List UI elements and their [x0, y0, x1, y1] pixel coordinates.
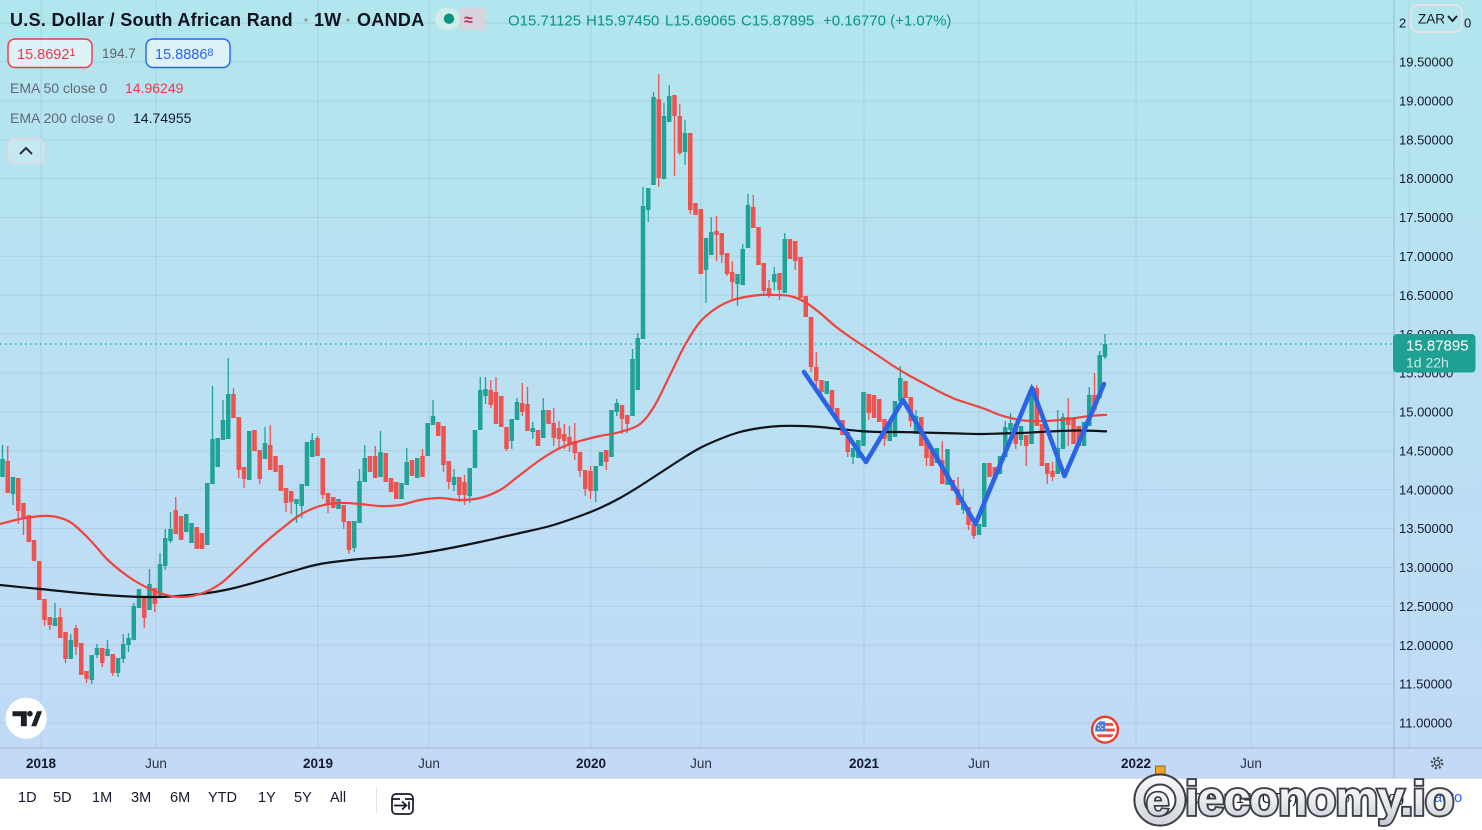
svg-text:EMA 200 close 0: EMA 200 close 0 — [10, 110, 115, 126]
svg-text:Jun: Jun — [145, 756, 167, 771]
svg-text:2018: 2018 — [26, 756, 57, 771]
svg-text:14.50000: 14.50000 — [1399, 443, 1453, 458]
svg-text:Jun: Jun — [1240, 756, 1262, 771]
svg-text:19.00000: 19.00000 — [1399, 94, 1453, 109]
svg-text:14.74955: 14.74955 — [133, 110, 192, 126]
svg-text:11.00000: 11.00000 — [1399, 716, 1452, 731]
svg-text:ZAR: ZAR — [1418, 12, 1445, 27]
svg-text:15.87895: 15.87895 — [1406, 338, 1469, 355]
svg-text:19.50000: 19.50000 — [1399, 55, 1453, 70]
svg-text:17.50000: 17.50000 — [1399, 210, 1453, 225]
svg-text:Jun: Jun — [968, 756, 990, 771]
svg-text:194.7: 194.7 — [102, 46, 136, 61]
svg-text:14.00000: 14.00000 — [1399, 482, 1453, 497]
svg-text:12.00000: 12.00000 — [1399, 638, 1453, 653]
svg-text:EMA 50 close 0: EMA 50 close 0 — [10, 80, 107, 96]
svg-text:2021: 2021 — [849, 756, 880, 771]
svg-text:e: e — [1146, 777, 1169, 824]
svg-text:16.50000: 16.50000 — [1399, 288, 1453, 303]
svg-text:1d 22h: 1d 22h — [1406, 355, 1449, 371]
svg-text:12.50000: 12.50000 — [1399, 599, 1453, 614]
svg-text:2019: 2019 — [303, 756, 333, 771]
svg-text:14.96249: 14.96249 — [125, 80, 184, 96]
svg-text:Jun: Jun — [418, 756, 440, 771]
svg-text:≈: ≈ — [464, 12, 473, 29]
svg-text:18.00000: 18.00000 — [1399, 171, 1453, 186]
svg-text:U.S. Dollar / South African Ra: U.S. Dollar / South African Rand — [10, 10, 293, 30]
svg-text:13.00000: 13.00000 — [1399, 560, 1453, 575]
svg-text:ieconomy.io: ieconomy.io — [1185, 772, 1453, 826]
svg-text:15.00000: 15.00000 — [1399, 405, 1453, 420]
svg-text:18.50000: 18.50000 — [1399, 132, 1453, 147]
svg-text:2022: 2022 — [1121, 756, 1151, 771]
svg-text:17.00000: 17.00000 — [1399, 249, 1453, 264]
svg-text:11.50000: 11.50000 — [1399, 677, 1452, 692]
svg-text:13.50000: 13.50000 — [1399, 521, 1453, 536]
svg-text:15.88868: 15.88868 — [155, 47, 214, 63]
svg-text:Jun: Jun — [690, 756, 712, 771]
svg-text:2: 2 — [1399, 16, 1406, 31]
svg-text:1W: 1W — [314, 10, 342, 30]
svg-text:2020: 2020 — [576, 756, 606, 771]
svg-text:15.86921: 15.86921 — [17, 47, 76, 63]
svg-text:0: 0 — [1464, 16, 1471, 31]
svg-text:OANDA: OANDA — [357, 10, 425, 30]
